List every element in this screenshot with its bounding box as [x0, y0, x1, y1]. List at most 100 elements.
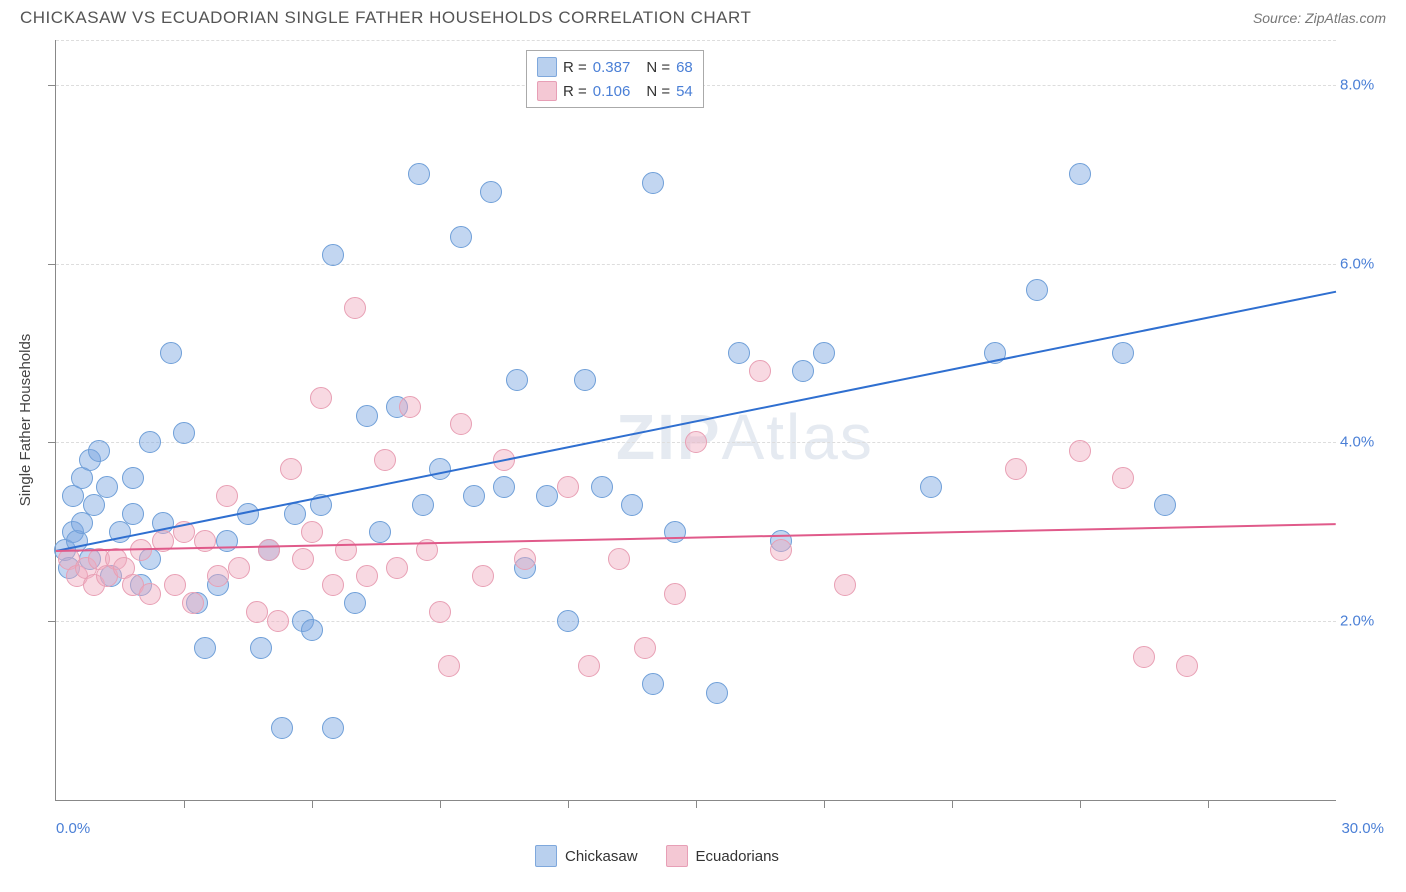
data-point	[1005, 458, 1027, 480]
y-tick-label: 4.0%	[1340, 434, 1388, 451]
legend-swatch	[537, 81, 557, 101]
data-point	[1176, 655, 1198, 677]
r-value: 0.106	[593, 83, 631, 100]
data-point	[506, 369, 528, 391]
data-point	[578, 655, 600, 677]
data-point	[1026, 279, 1048, 301]
data-point	[770, 539, 792, 561]
data-point	[301, 521, 323, 543]
data-point	[634, 637, 656, 659]
x-min-label: 0.0%	[56, 820, 90, 837]
chart-container: Single Father Households ZIPAtlas 2.0%4.…	[55, 40, 1385, 830]
data-point	[228, 557, 250, 579]
legend: Chickasaw Ecuadorians	[535, 845, 779, 867]
grid-line	[56, 40, 1336, 41]
x-max-label: 30.0%	[1341, 820, 1384, 837]
data-point	[664, 583, 686, 605]
data-point	[408, 163, 430, 185]
n-label: N =	[646, 59, 670, 76]
plot-area: ZIPAtlas 2.0%4.0%6.0%8.0%0.0%30.0%R = 0.…	[55, 40, 1336, 801]
trend-line	[56, 523, 1336, 552]
stats-row: R = 0.106 N = 54	[537, 79, 693, 103]
stats-box: R = 0.387N = 68R = 0.106N = 54	[526, 50, 704, 108]
data-point	[429, 601, 451, 623]
data-point	[88, 440, 110, 462]
y-tick	[48, 442, 56, 443]
data-point	[280, 458, 302, 480]
x-tick	[696, 800, 697, 808]
legend-label: Ecuadorians	[696, 848, 779, 865]
data-point	[374, 449, 396, 471]
data-point	[139, 583, 161, 605]
n-value: 54	[676, 83, 693, 100]
data-point	[429, 458, 451, 480]
data-point	[1069, 440, 1091, 462]
x-tick	[1080, 800, 1081, 808]
data-point	[450, 413, 472, 435]
data-point	[480, 181, 502, 203]
data-point	[271, 717, 293, 739]
data-point	[399, 396, 421, 418]
data-point	[493, 476, 515, 498]
data-point	[284, 503, 306, 525]
n-label: N =	[646, 83, 670, 100]
y-tick	[48, 264, 56, 265]
grid-line	[56, 621, 1336, 622]
data-point	[685, 431, 707, 453]
data-point	[412, 494, 434, 516]
legend-label: Chickasaw	[565, 848, 638, 865]
chart-source: Source: ZipAtlas.com	[1253, 10, 1386, 26]
data-point	[258, 539, 280, 561]
data-point	[267, 610, 289, 632]
data-point	[122, 503, 144, 525]
data-point	[749, 360, 771, 382]
data-point	[173, 422, 195, 444]
data-point	[356, 565, 378, 587]
data-point	[344, 592, 366, 614]
y-tick	[48, 85, 56, 86]
data-point	[706, 682, 728, 704]
data-point	[621, 494, 643, 516]
y-tick-label: 2.0%	[1340, 613, 1388, 630]
data-point	[344, 297, 366, 319]
data-point	[1112, 342, 1134, 364]
data-point	[386, 557, 408, 579]
legend-item: Chickasaw	[535, 845, 638, 867]
data-point	[207, 565, 229, 587]
grid-line	[56, 264, 1336, 265]
data-point	[792, 360, 814, 382]
r-label: R =	[563, 59, 587, 76]
x-tick	[184, 800, 185, 808]
data-point	[438, 655, 460, 677]
data-point	[642, 673, 664, 695]
data-point	[642, 172, 664, 194]
data-point	[591, 476, 613, 498]
y-tick-label: 6.0%	[1340, 255, 1388, 272]
data-point	[194, 637, 216, 659]
x-tick	[312, 800, 313, 808]
data-point	[1154, 494, 1176, 516]
data-point	[813, 342, 835, 364]
data-point	[182, 592, 204, 614]
data-point	[322, 244, 344, 266]
data-point	[664, 521, 686, 543]
data-point	[356, 405, 378, 427]
chart-title: CHICKASAW VS ECUADORIAN SINGLE FATHER HO…	[20, 8, 751, 28]
data-point	[164, 574, 186, 596]
data-point	[246, 601, 268, 623]
data-point	[834, 574, 856, 596]
data-point	[139, 431, 161, 453]
r-label: R =	[563, 83, 587, 100]
data-point	[472, 565, 494, 587]
data-point	[335, 539, 357, 561]
data-point	[369, 521, 391, 543]
data-point	[920, 476, 942, 498]
trend-line	[56, 290, 1336, 551]
x-tick	[568, 800, 569, 808]
data-point	[322, 717, 344, 739]
legend-swatch	[537, 57, 557, 77]
r-value: 0.387	[593, 59, 631, 76]
data-point	[450, 226, 472, 248]
data-point	[1069, 163, 1091, 185]
x-tick	[824, 800, 825, 808]
